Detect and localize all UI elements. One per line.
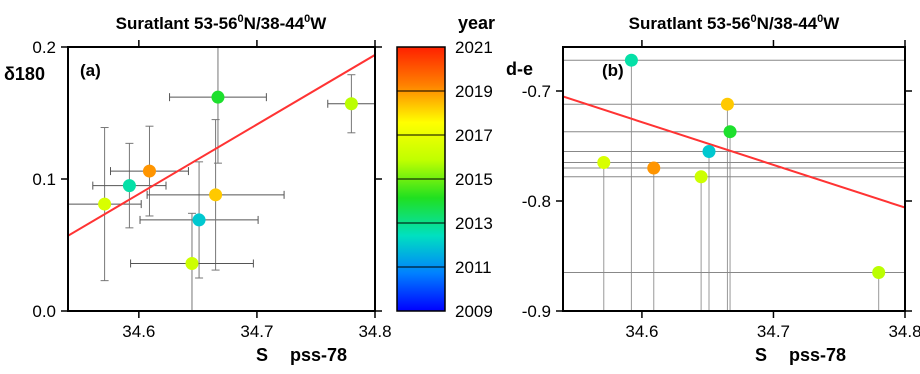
data-point bbox=[702, 145, 716, 158]
regression-line bbox=[563, 95, 905, 209]
regression-line bbox=[68, 54, 375, 237]
data-point bbox=[211, 90, 225, 104]
panel-b-title-main: Suratlant 53-56 bbox=[629, 14, 751, 33]
panel-a-xlabel-unit: pss-78 bbox=[290, 345, 347, 365]
panel-a-title-sup1: 0 bbox=[238, 13, 244, 25]
data-point bbox=[720, 97, 734, 111]
panel-a-plot bbox=[68, 47, 375, 311]
data-point bbox=[122, 179, 136, 193]
colorbar: year 2009 2011 2013 2015 2017 2019 2021 bbox=[396, 13, 495, 321]
data-point bbox=[209, 188, 223, 202]
x-tick-label: 34.8 bbox=[358, 322, 391, 341]
colorbar-tick-label: 2011 bbox=[455, 258, 492, 277]
panel-b-ticks: 34.6 34.7 34.8 -0.7 -0.8 -0.9 bbox=[522, 40, 920, 341]
y-tick-label: 0.1 bbox=[32, 170, 56, 189]
panel-a-title-sup2: 0 bbox=[304, 13, 310, 25]
panel-b-frame bbox=[562, 46, 906, 312]
panel-b: Suratlant 53-560N/38-440W 34.6 34.7 34.8-0… bbox=[506, 13, 920, 365]
panel-a: Suratlant 53-560N/38-440W 34.6 34.7 34.80.… bbox=[4, 13, 392, 365]
data-point bbox=[142, 164, 156, 178]
colorbar-ticks: 2009 2011 2013 2015 2017 2019 2021 bbox=[397, 38, 493, 321]
colorbar-label: year bbox=[458, 13, 495, 33]
panel-a-title: Suratlant 53-560N/38-440W bbox=[116, 13, 328, 33]
panel-a-frame bbox=[67, 46, 376, 312]
colorbar-tick-label: 2015 bbox=[455, 170, 493, 189]
colorbar-tick-label: 2017 bbox=[455, 126, 493, 145]
panel-a-label: (a) bbox=[80, 61, 101, 80]
panel-b-label: (b) bbox=[602, 61, 624, 80]
colorbar-tick-label: 2009 bbox=[455, 302, 493, 321]
data-point bbox=[624, 53, 638, 67]
panel-b-title: Suratlant 53-560N/38-440W bbox=[629, 13, 841, 33]
panel-b-plot bbox=[563, 53, 905, 311]
x-tick-label: 34.7 bbox=[240, 322, 273, 341]
panel-b-title-sup1: 0 bbox=[751, 13, 757, 25]
x-tick-label: 34.8 bbox=[888, 322, 920, 341]
x-tick-label: 34.6 bbox=[625, 322, 658, 341]
y-tick-label: -0.9 bbox=[522, 302, 551, 321]
panel-a-ylabel: δ180 bbox=[4, 64, 45, 84]
y-tick-label: 0.2 bbox=[32, 38, 56, 57]
data-point bbox=[185, 256, 199, 270]
x-tick-label: 34.6 bbox=[122, 322, 155, 341]
panel-a-title-main: Suratlant 53-56 bbox=[116, 14, 238, 33]
panel-b-xlabel-main: S bbox=[755, 345, 767, 365]
panel-b-title-sup2: 0 bbox=[817, 13, 823, 25]
panel-a-xlabel-main: S bbox=[256, 345, 268, 365]
panel-a-ticks: 34.6 34.7 34.8 0.0 0.1 0.2 bbox=[32, 38, 391, 341]
data-point bbox=[872, 266, 886, 279]
y-tick-label: -0.7 bbox=[522, 82, 551, 101]
colorbar-tick-label: 2019 bbox=[455, 82, 493, 101]
panel-a-title-mid: N/38-44 bbox=[244, 14, 305, 33]
panel-a-title-end: W bbox=[310, 14, 327, 33]
x-tick-label: 34.7 bbox=[757, 322, 790, 341]
panel-b-xlabel-unit: pss-78 bbox=[789, 345, 846, 365]
data-point bbox=[192, 213, 206, 227]
colorbar-tick-label: 2013 bbox=[455, 214, 493, 233]
panel-b-title-mid: N/38-44 bbox=[757, 14, 818, 33]
y-tick-label: -0.8 bbox=[522, 192, 551, 211]
panel-b-title-end: W bbox=[823, 14, 840, 33]
panel-clip-group bbox=[68, 47, 375, 311]
colorbar-tick-label: 2021 bbox=[455, 38, 493, 57]
y-tick-label: 0.0 bbox=[32, 302, 56, 321]
data-point bbox=[647, 161, 661, 175]
data-point bbox=[694, 170, 708, 184]
data-point bbox=[723, 125, 737, 139]
panel-clip-group bbox=[563, 53, 905, 311]
panel-b-ylabel: d-e bbox=[506, 59, 533, 79]
data-point bbox=[344, 97, 358, 111]
data-point bbox=[98, 197, 112, 211]
data-point bbox=[597, 156, 611, 169]
